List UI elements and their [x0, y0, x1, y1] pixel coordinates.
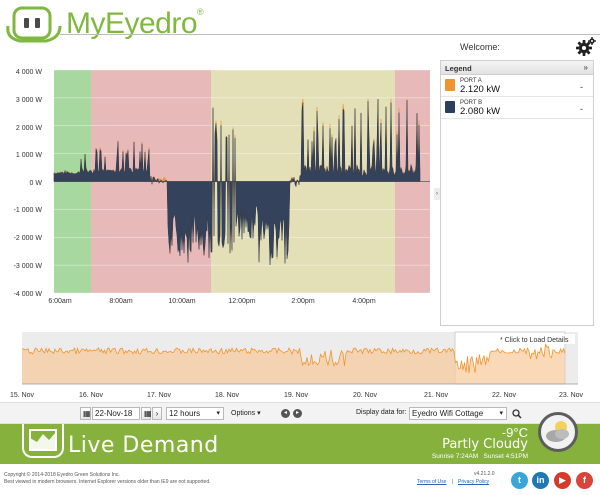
chart-series — [53, 98, 421, 266]
y-tick-label: 2 000 W — [16, 125, 42, 132]
port-a-swatch — [445, 79, 455, 91]
nav-date-label: 18. Nov — [215, 392, 240, 399]
legend-item-name: PORT A — [460, 78, 482, 84]
navigator-hint-backdrop — [481, 334, 575, 344]
y-tick-label: 4 000 W — [16, 69, 42, 76]
legend-header: Legend » — [441, 61, 593, 75]
legend-panel: Legend » PORT A 2.120 kW - PORT B 2.080 … — [440, 60, 594, 326]
legend-toggle-arrow[interactable]: › — [434, 188, 440, 200]
sun-times: Sunrise 7:24AM Sunset 4:51PM — [432, 453, 528, 460]
linkedin-icon[interactable]: in — [532, 472, 549, 489]
sunrise-time: Sunrise 7:24AM — [431, 453, 479, 460]
date-input[interactable]: 22-Nov-18 — [92, 407, 140, 420]
previous-arrow-icon[interactable]: ◂ — [281, 409, 290, 418]
footer-separator: | — [452, 479, 454, 485]
legend-item-value: 2.080 kW — [460, 106, 501, 117]
demand-chart[interactable]: 4 000 W 3 000 W 2 000 W 1 000 W 0 W -1 0… — [0, 58, 440, 323]
nav-date-label: 15. Nov — [10, 392, 35, 399]
live-demand-banner: Live Demand -9°C Partly Cloudy Sunrise 7… — [0, 424, 600, 464]
youtube-icon[interactable]: ▶ — [554, 472, 571, 489]
google-plus-icon[interactable]: f — [576, 472, 593, 489]
sunset-time: Sunset 4:51PM — [483, 453, 528, 460]
navigator-series — [21, 342, 566, 384]
copyright-text: Copyright © 2014-2018 Eyedro Green Solut… — [4, 472, 120, 478]
y-tick-label: -3 000 W — [14, 263, 43, 270]
y-axis: 4 000 W 3 000 W 2 000 W 1 000 W 0 W -1 0… — [14, 69, 43, 298]
settings-gear-icon[interactable] — [575, 36, 597, 58]
navigator-line — [21, 342, 566, 374]
y-tick-label: -2 000 W — [14, 235, 43, 242]
x-tick-label: 2:00pm — [291, 298, 315, 305]
navigator-chart[interactable]: * Click to Load Details 15. Nov 16. Nov … — [0, 326, 600, 402]
display-data-label: Display data for: — [356, 409, 407, 416]
header-divider — [60, 34, 600, 35]
navigator-svg[interactable]: * Click to Load Details 15. Nov 16. Nov … — [0, 326, 600, 402]
x-tick-label: 6:00am — [48, 298, 72, 305]
navigator-date-axis: 15. Nov 16. Nov 17. Nov 18. Nov 19. Nov … — [10, 392, 584, 399]
demand-chart-svg[interactable]: 4 000 W 3 000 W 2 000 W 1 000 W 0 W -1 0… — [0, 58, 440, 323]
legend-item-name: PORT B — [460, 100, 483, 106]
location-select[interactable]: Eyedro Wifi Cottage ▾ — [409, 407, 507, 420]
page-title: Live Demand — [68, 433, 219, 458]
weather-temperature: -9°C — [501, 425, 528, 440]
footer: Copyright © 2014-2018 Eyedro Green Solut… — [0, 464, 600, 495]
search-icon[interactable] — [512, 409, 522, 419]
x-tick-label: 4:00pm — [352, 298, 376, 305]
version-text: v4.21.2.0 — [474, 471, 495, 477]
y-tick-label: 3 000 W — [16, 97, 42, 104]
legend-title: Legend — [445, 64, 472, 73]
options-label: Options — [231, 410, 256, 417]
nav-date-label: 22. Nov — [492, 392, 517, 399]
privacy-link[interactable]: Privacy Policy — [458, 479, 490, 485]
toolbar: ▦ 22-Nov-18 ▦ › 12 hours ▾ Options ▾ ◂ ▸ … — [0, 402, 600, 424]
welcome-text: Welcome: — [460, 42, 500, 52]
nav-date-label: 20. Nov — [353, 392, 378, 399]
weather-condition: Partly Cloudy — [442, 437, 528, 452]
chevron-down-icon: ▾ — [216, 410, 220, 417]
nav-date-label: 19. Nov — [284, 392, 309, 399]
header: MyEyedro® Welcome: — [0, 0, 600, 58]
y-tick-label: 0 W — [30, 180, 43, 187]
options-menu[interactable]: Options ▾ — [231, 410, 261, 417]
y-tick-label: 1 000 W — [16, 152, 42, 159]
app-logo-text: MyEyedro® — [66, 7, 204, 40]
partly-cloudy-icon — [538, 412, 578, 452]
port-b-swatch — [445, 101, 455, 113]
y-tick-label: -1 000 W — [14, 207, 43, 214]
x-tick-label: 12:00pm — [228, 298, 255, 305]
legend-item-value: 2.120 kW — [460, 84, 501, 95]
demand-graph-icon — [22, 424, 64, 458]
nav-date-label: 17. Nov — [147, 392, 172, 399]
x-tick-label: 8:00am — [109, 298, 133, 305]
nav-date-label: 23. Nov — [559, 392, 584, 399]
nav-date-label: 21. Nov — [424, 392, 449, 399]
calendar-picker-icon[interactable]: ▦ — [141, 407, 152, 420]
legend-item-dash: - — [580, 104, 583, 114]
browser-note: Best viewed in modern browsers. Internet… — [4, 479, 211, 485]
navigator-area — [22, 344, 565, 384]
next-day-icon[interactable]: › — [152, 407, 162, 420]
legend-item-dash: - — [580, 82, 583, 92]
legend-item-port-b[interactable]: PORT B 2.080 kW - — [441, 97, 593, 119]
chevron-down-icon: ▾ — [499, 410, 503, 417]
nav-date-label: 16. Nov — [79, 392, 104, 399]
legend-item-port-a[interactable]: PORT A 2.120 kW - — [441, 75, 593, 97]
next-arrow-icon[interactable]: ▸ — [293, 409, 302, 418]
location-select-value: Eyedro Wifi Cottage — [412, 409, 484, 418]
x-tick-label: 10:00am — [168, 298, 195, 305]
terms-link[interactable]: Terms of Use — [417, 479, 447, 485]
y-tick-label: -4 000 W — [14, 291, 43, 298]
twitter-icon[interactable]: t — [511, 472, 528, 489]
x-axis: 6:00am 8:00am 10:00am 12:00pm 2:00pm 4:0… — [48, 298, 376, 305]
legend-collapse-button[interactable]: » — [583, 63, 588, 72]
eyedro-logo-icon — [6, 6, 62, 43]
calendar-icon[interactable]: ▦ — [80, 407, 91, 420]
range-select-value: 12 hours — [169, 409, 201, 418]
range-select[interactable]: 12 hours ▾ — [166, 407, 224, 420]
port-b-series — [53, 98, 421, 266]
navigator-hint[interactable]: * Click to Load Details — [500, 337, 569, 344]
